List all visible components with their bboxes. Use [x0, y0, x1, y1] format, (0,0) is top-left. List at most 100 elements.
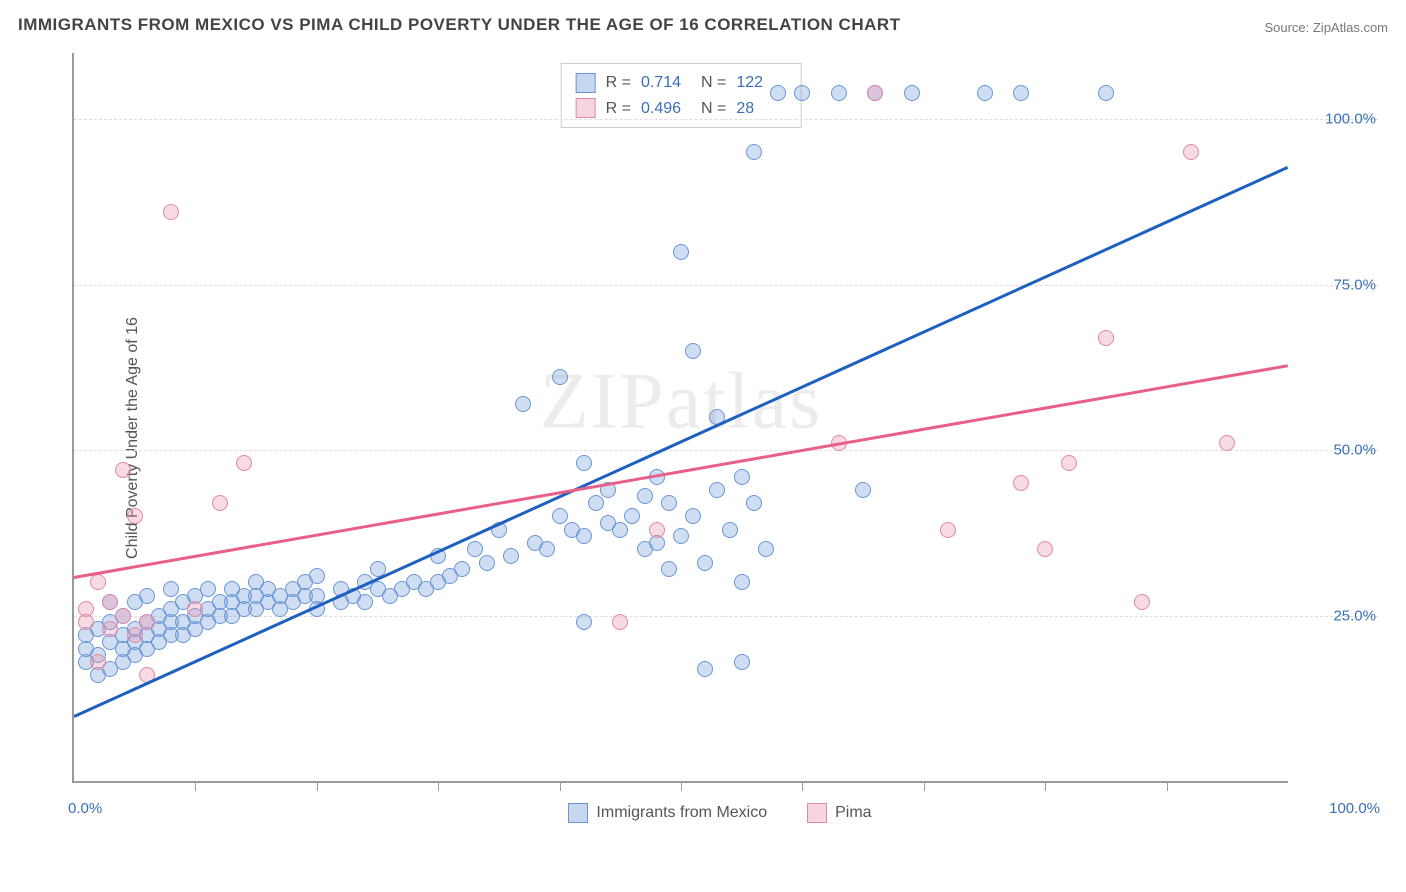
- scatter-point: [127, 508, 143, 524]
- y-tick-label: 25.0%: [1333, 607, 1376, 624]
- scatter-point: [187, 601, 203, 617]
- scatter-point: [1013, 475, 1029, 491]
- y-tick-label: 50.0%: [1333, 442, 1376, 459]
- legend-item-series1: Immigrants from Mexico: [568, 803, 767, 823]
- scatter-point: [709, 482, 725, 498]
- scatter-point: [309, 568, 325, 584]
- source-attribution: Source: ZipAtlas.com: [1264, 20, 1388, 35]
- stat-r-value-2: 0.496: [641, 96, 691, 122]
- scatter-point: [115, 608, 131, 624]
- gridline: [74, 119, 1378, 120]
- stat-r-label: R =: [606, 70, 631, 96]
- scatter-point: [163, 204, 179, 220]
- scatter-point: [552, 508, 568, 524]
- scatter-point: [90, 574, 106, 590]
- x-tick: [317, 781, 318, 791]
- scatter-point: [576, 528, 592, 544]
- legend-label-2: Pima: [835, 804, 871, 822]
- scatter-point: [734, 654, 750, 670]
- stat-n-label: N =: [701, 70, 726, 96]
- stats-row-series2: R = 0.496 N = 28: [576, 96, 787, 122]
- scatter-point: [612, 614, 628, 630]
- legend-swatch-1: [568, 803, 588, 823]
- scatter-point: [794, 85, 810, 101]
- scatter-point: [685, 508, 701, 524]
- trend-line: [74, 364, 1288, 578]
- scatter-point: [904, 85, 920, 101]
- chart-container: Child Poverty Under the Age of 16 ZIPatl…: [52, 43, 1388, 833]
- y-tick-label: 100.0%: [1325, 111, 1376, 128]
- scatter-point: [1219, 435, 1235, 451]
- gridline: [74, 450, 1378, 451]
- watermark: ZIPatlas: [540, 357, 823, 448]
- swatch-series2: [576, 98, 596, 118]
- x-tick: [1167, 781, 1168, 791]
- scatter-point: [673, 244, 689, 260]
- scatter-point: [746, 495, 762, 511]
- y-tick-label: 75.0%: [1333, 276, 1376, 293]
- scatter-point: [1098, 330, 1114, 346]
- scatter-point: [479, 555, 495, 571]
- gridline: [74, 616, 1378, 617]
- scatter-point: [770, 85, 786, 101]
- legend-item-series2: Pima: [807, 803, 871, 823]
- gridline: [74, 285, 1378, 286]
- scatter-point: [200, 581, 216, 597]
- stat-r-value-1: 0.714: [641, 70, 691, 96]
- x-tick: [438, 781, 439, 791]
- scatter-point: [163, 581, 179, 597]
- chart-title: IMMIGRANTS FROM MEXICO VS PIMA CHILD POV…: [18, 15, 901, 35]
- scatter-point: [1098, 85, 1114, 101]
- legend-swatch-2: [807, 803, 827, 823]
- scatter-point: [90, 654, 106, 670]
- scatter-point: [746, 144, 762, 160]
- scatter-point: [649, 522, 665, 538]
- scatter-point: [661, 561, 677, 577]
- x-tick: [195, 781, 196, 791]
- scatter-point: [236, 455, 252, 471]
- scatter-point: [661, 495, 677, 511]
- scatter-point: [697, 661, 713, 677]
- scatter-point: [867, 85, 883, 101]
- legend-label-1: Immigrants from Mexico: [596, 804, 767, 822]
- scatter-point: [503, 548, 519, 564]
- scatter-point: [637, 488, 653, 504]
- scatter-point: [734, 469, 750, 485]
- scatter-point: [576, 614, 592, 630]
- scatter-point: [855, 482, 871, 498]
- stat-n-label: N =: [701, 96, 726, 122]
- scatter-point: [552, 369, 568, 385]
- stat-r-label: R =: [606, 96, 631, 122]
- scatter-plot: ZIPatlas R = 0.714 N = 122 R = 0.496 N =…: [72, 53, 1288, 783]
- scatter-point: [454, 561, 470, 577]
- scatter-point: [212, 495, 228, 511]
- scatter-point: [734, 574, 750, 590]
- x-tick: [802, 781, 803, 791]
- scatter-point: [102, 621, 118, 637]
- scatter-point: [357, 594, 373, 610]
- scatter-point: [115, 462, 131, 478]
- scatter-point: [467, 541, 483, 557]
- swatch-series1: [576, 73, 596, 93]
- scatter-point: [697, 555, 713, 571]
- x-tick: [1045, 781, 1046, 791]
- scatter-point: [1061, 455, 1077, 471]
- scatter-point: [1134, 594, 1150, 610]
- scatter-point: [139, 588, 155, 604]
- scatter-point: [673, 528, 689, 544]
- scatter-point: [831, 85, 847, 101]
- scatter-point: [78, 614, 94, 630]
- scatter-point: [515, 396, 531, 412]
- scatter-point: [758, 541, 774, 557]
- scatter-point: [977, 85, 993, 101]
- x-tick: [560, 781, 561, 791]
- scatter-point: [624, 508, 640, 524]
- scatter-point: [612, 522, 628, 538]
- scatter-point: [940, 522, 956, 538]
- scatter-point: [102, 594, 118, 610]
- scatter-point: [1183, 144, 1199, 160]
- scatter-point: [139, 614, 155, 630]
- scatter-point: [539, 541, 555, 557]
- scatter-point: [1013, 85, 1029, 101]
- legend: Immigrants from Mexico Pima: [52, 803, 1388, 823]
